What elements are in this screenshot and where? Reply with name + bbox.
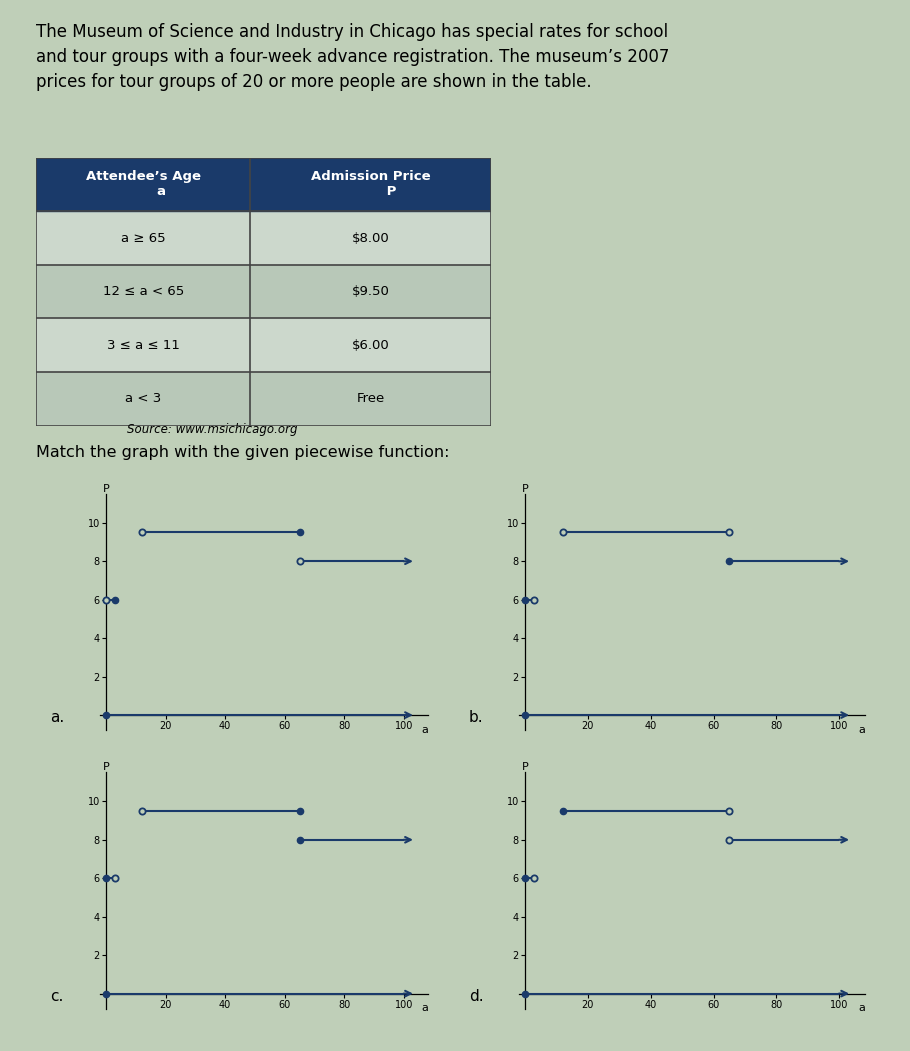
Bar [36, 158, 491, 211]
Text: a: a [421, 1004, 429, 1013]
Text: P: P [521, 483, 529, 494]
Text: a: a [858, 725, 864, 735]
Text: P: P [521, 762, 529, 772]
Text: Attendee’s Age
        a: Attendee’s Age a [86, 170, 201, 199]
Bar [36, 372, 491, 426]
Text: $9.50: $9.50 [352, 285, 389, 298]
Text: 3 ≤ a ≤ 11: 3 ≤ a ≤ 11 [106, 338, 180, 352]
Text: $8.00: $8.00 [352, 231, 389, 245]
Bar [36, 318, 491, 372]
Text: a: a [858, 1004, 864, 1013]
Text: Match the graph with the given piecewise function:: Match the graph with the given piecewise… [36, 446, 450, 460]
Text: c.: c. [50, 989, 64, 1004]
Text: Source: www.msichicago.org: Source: www.msichicago.org [127, 423, 298, 436]
Text: $6.00: $6.00 [352, 338, 389, 352]
Bar [36, 265, 491, 318]
Text: The Museum of Science and Industry in Chicago has special rates for school
and t: The Museum of Science and Industry in Ch… [36, 23, 670, 91]
Text: a < 3: a < 3 [126, 392, 161, 406]
Text: 12 ≤ a < 65: 12 ≤ a < 65 [103, 285, 184, 298]
Text: b.: b. [469, 710, 483, 725]
Text: Admission Price
         P: Admission Price P [311, 170, 430, 199]
Text: Free: Free [357, 392, 385, 406]
Text: a ≥ 65: a ≥ 65 [121, 231, 166, 245]
Text: a: a [421, 725, 429, 735]
Bar [36, 211, 491, 265]
Text: a.: a. [50, 710, 65, 725]
Text: d.: d. [469, 989, 483, 1004]
Text: P: P [103, 762, 109, 772]
Text: P: P [103, 483, 109, 494]
